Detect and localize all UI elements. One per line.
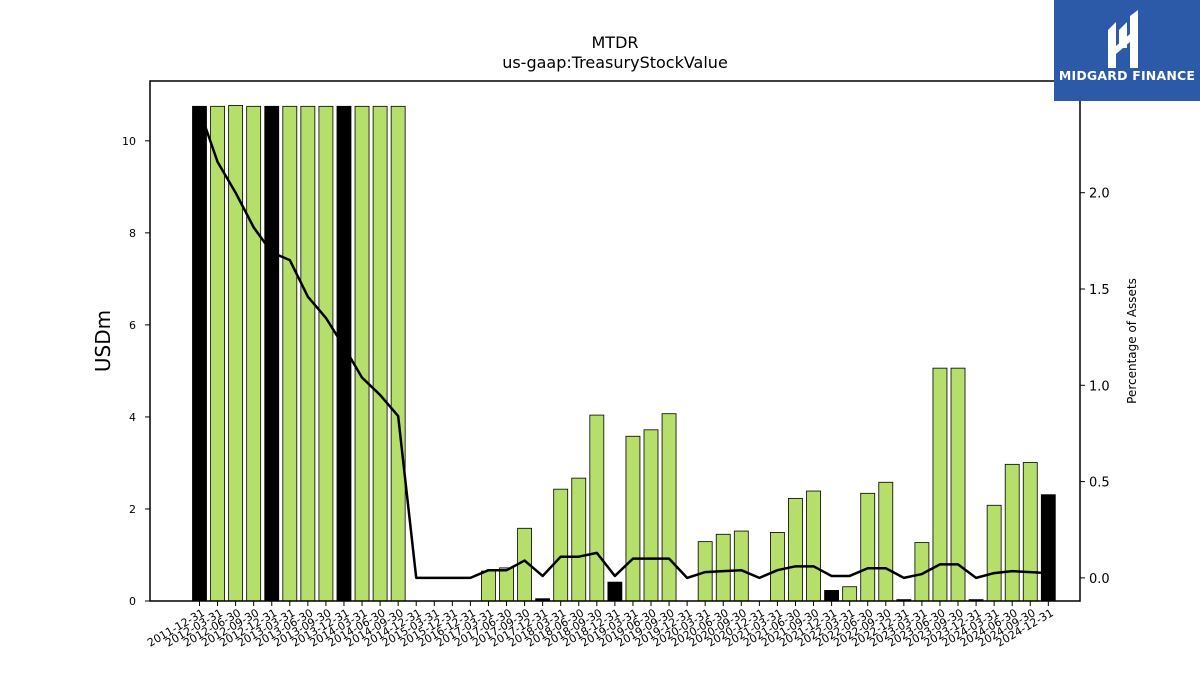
plot-frame xyxy=(149,80,1081,602)
bar xyxy=(715,533,731,602)
bar xyxy=(228,104,244,602)
bar xyxy=(210,105,225,602)
y2-tick-label: 1.0 xyxy=(1089,379,1110,394)
bar xyxy=(788,497,803,602)
bar xyxy=(824,590,839,602)
bars-group xyxy=(192,104,1056,602)
bar xyxy=(878,481,894,602)
bar xyxy=(390,105,406,602)
y-tick-label: 2 xyxy=(129,503,136,516)
bar xyxy=(986,504,1002,602)
bar xyxy=(499,567,514,602)
y-tick-label: 8 xyxy=(129,227,136,240)
axes-group: 02468100.00.51.01.52.02011-12-312012-03-… xyxy=(122,135,1110,650)
y-axis-label: USDm xyxy=(91,310,115,372)
y-tick-label: 4 xyxy=(129,411,136,424)
bar xyxy=(806,490,821,602)
bar xyxy=(733,530,749,602)
chart-title: MTDR xyxy=(591,33,638,52)
bar xyxy=(643,429,659,602)
y2-tick-label: 1.5 xyxy=(1089,283,1110,298)
bar xyxy=(571,477,587,602)
bar xyxy=(300,105,316,602)
y2-tick-label: 0.0 xyxy=(1089,572,1110,587)
bar xyxy=(1022,462,1038,602)
bar xyxy=(354,105,370,602)
y2-tick-label: 2.0 xyxy=(1089,187,1110,202)
bar xyxy=(589,414,605,602)
bar xyxy=(625,435,641,602)
y-tick-label: 6 xyxy=(129,319,136,332)
bar xyxy=(842,586,858,602)
y2-axis-label: Percentage of Assets xyxy=(1125,278,1139,404)
bar xyxy=(661,413,677,602)
bar xyxy=(950,367,966,602)
chart-subtitle: us-gaap:TreasuryStockValue xyxy=(502,53,728,72)
bar xyxy=(481,570,496,602)
bar xyxy=(246,105,262,602)
bar xyxy=(1004,463,1020,602)
midgard-finance-logo: MIDGARD FINANCE xyxy=(1054,0,1200,101)
line-group xyxy=(198,109,1049,580)
bar xyxy=(264,105,280,602)
bar xyxy=(770,532,785,602)
midgard-logo-icon xyxy=(1108,10,1138,68)
bar xyxy=(553,488,569,602)
percentage-line xyxy=(198,109,1049,580)
bar xyxy=(860,492,876,602)
y-tick-label: 0 xyxy=(129,595,136,608)
bar xyxy=(607,581,623,602)
bar xyxy=(282,105,298,602)
bar xyxy=(318,105,334,602)
bar xyxy=(1040,494,1056,602)
y-tick-label: 10 xyxy=(122,135,136,148)
logo-text: MIDGARD FINANCE xyxy=(1058,68,1196,83)
y2-tick-label: 0.5 xyxy=(1089,476,1110,491)
bar xyxy=(192,105,207,602)
bar xyxy=(372,105,388,602)
